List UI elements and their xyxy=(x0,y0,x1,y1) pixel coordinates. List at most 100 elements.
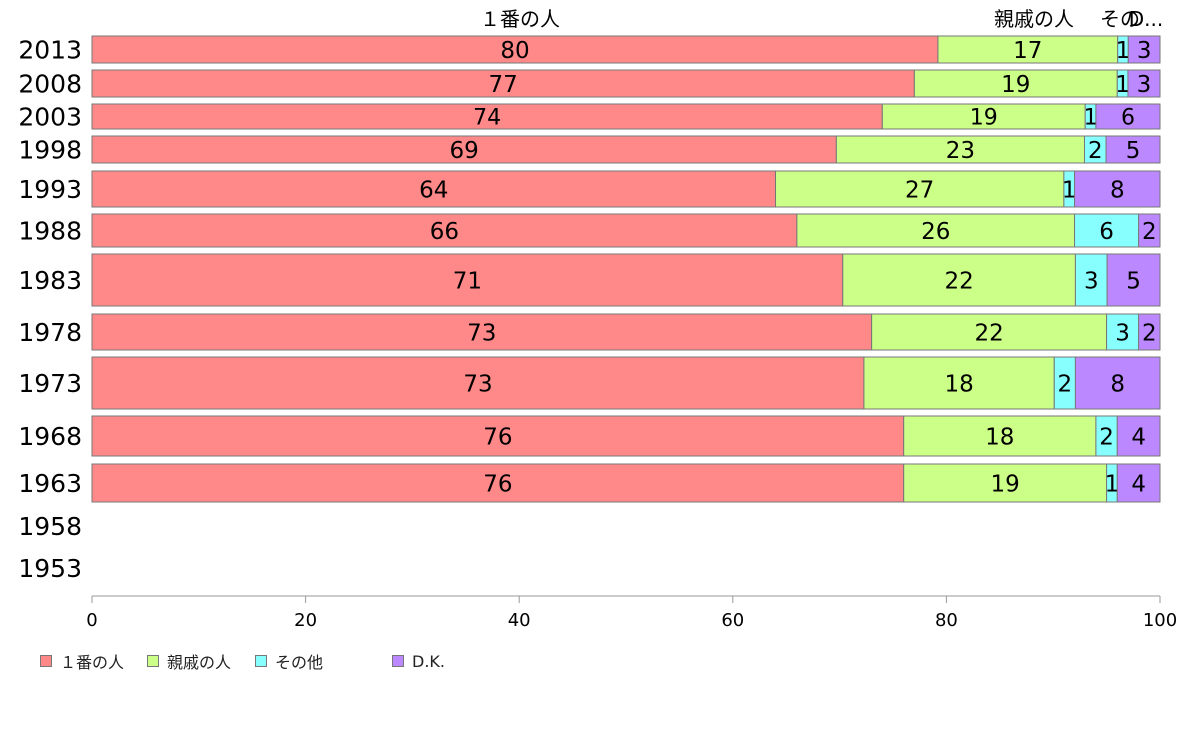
top-label-2: 親戚の人 xyxy=(994,7,1074,31)
bar-1963-s4 xyxy=(1116,463,1161,503)
x-tick-label-0: 0 xyxy=(86,610,97,631)
bar-1973-s2 xyxy=(863,356,1055,410)
data-label-1973-s1: 73 xyxy=(463,371,492,397)
top-label-4: D... xyxy=(1129,7,1163,31)
legend-swatch-4 xyxy=(392,655,404,667)
data-label-1993-s4: 8 xyxy=(1110,177,1125,203)
bar-1998-s2 xyxy=(835,135,1085,164)
data-label-1968-s2: 18 xyxy=(985,424,1014,450)
data-label-1973-s3: 2 xyxy=(1058,371,1073,397)
data-label-2003-s1: 74 xyxy=(473,105,501,130)
data-label-1998-s1: 69 xyxy=(450,138,479,164)
bar-1968-s2 xyxy=(903,415,1097,457)
y-label-1973: 1973 xyxy=(18,369,82,398)
y-label-1978: 1978 xyxy=(18,318,82,347)
y-label-1968: 1968 xyxy=(18,422,82,451)
legend-swatch-3 xyxy=(255,655,267,667)
x-axis: 0 20 40 60 80 100 xyxy=(86,595,1177,631)
bar-2003-s4 xyxy=(1095,103,1161,130)
data-label-2008-s2: 19 xyxy=(1001,72,1030,98)
data-label-1978-s1: 73 xyxy=(467,320,496,346)
y-label-2003: 2003 xyxy=(18,103,82,132)
data-label-1983-s4: 5 xyxy=(1126,268,1141,294)
y-label-1958: 1958 xyxy=(18,512,82,541)
bar-2013-s2 xyxy=(937,35,1119,64)
bar-1993-s2 xyxy=(775,170,1065,208)
x-tick-label-80: 80 xyxy=(935,610,958,631)
x-tick-label-100: 100 xyxy=(1143,610,1177,631)
data-label-1983-s2: 22 xyxy=(944,268,973,294)
bar-2003-s2 xyxy=(881,103,1086,130)
data-label-2013-s1: 80 xyxy=(500,38,529,64)
data-label-1993-s3: 1 xyxy=(1062,177,1077,203)
data-label-1993-s2: 27 xyxy=(905,177,934,203)
legend-label-2: 親戚の人 xyxy=(167,653,232,672)
top-label-3: その xyxy=(1100,7,1140,31)
bar-1978-s1 xyxy=(91,313,873,351)
data-label-2003-s3: 1 xyxy=(1084,105,1098,130)
bar-1978-s4 xyxy=(1138,313,1161,351)
y-axis-labels: 2013 2008 2003 1998 1993 1988 1983 1978 1973 1968… xyxy=(18,36,82,584)
legend-item-2: 親戚の人 xyxy=(147,649,255,673)
legend-label-1: １番の人 xyxy=(60,653,125,672)
bar-1998-s1 xyxy=(91,135,837,164)
bar-2003-s1 xyxy=(91,103,883,130)
bar-1983-s4 xyxy=(1106,253,1161,307)
y-label-2013: 2013 xyxy=(18,36,82,65)
bar-1993-s4 xyxy=(1074,170,1161,208)
bar-1988-s1 xyxy=(91,213,798,248)
data-label-1963-s4: 4 xyxy=(1131,471,1146,497)
data-label-2008-s4: 3 xyxy=(1137,72,1152,98)
top-label-1: １番の人 xyxy=(480,7,560,31)
data-label-1968-s3: 2 xyxy=(1099,424,1114,450)
bar-1988-s3 xyxy=(1074,213,1140,248)
data-label-1963-s2: 19 xyxy=(990,471,1019,497)
bar-1978-s2 xyxy=(871,313,1108,351)
bar-1993-s1 xyxy=(91,170,777,208)
y-label-2008: 2008 xyxy=(18,70,82,99)
data-label-1983-s3: 3 xyxy=(1084,268,1099,294)
bar-1973-s1 xyxy=(91,356,865,410)
data-label-1998-s2: 23 xyxy=(946,138,975,164)
bar-2013-s4 xyxy=(1127,35,1161,64)
data-label-1988-s2: 26 xyxy=(921,219,950,245)
legend-item-1: １番の人 xyxy=(40,649,147,673)
bar-2013-s1 xyxy=(91,35,939,64)
bar-1968-s1 xyxy=(91,415,905,457)
legend-label-3: その他 xyxy=(275,653,324,672)
data-label-2013-s4: 3 xyxy=(1137,38,1152,64)
x-tick-label-60: 60 xyxy=(721,610,744,631)
bar-1968-s4 xyxy=(1116,415,1161,457)
data-label-1978-s4: 2 xyxy=(1142,320,1157,346)
bar-1978-s3 xyxy=(1106,313,1140,351)
data-label-1968-s1: 76 xyxy=(483,424,512,450)
data-label-2008-s1: 77 xyxy=(489,72,518,98)
data-label-1983-s1: 71 xyxy=(453,268,482,294)
legend-swatch-1 xyxy=(40,655,52,667)
data-label-1998-s3: 2 xyxy=(1088,138,1103,164)
data-label-1988-s4: 2 xyxy=(1142,219,1157,245)
x-tick-label-40: 40 xyxy=(508,610,531,631)
legend-item-4: D.K. xyxy=(392,652,445,671)
bar-1973-s4 xyxy=(1074,356,1161,410)
data-label-1973-s4: 8 xyxy=(1110,371,1125,397)
legend: １番の人 親戚の人 その他 D.K. xyxy=(40,649,445,673)
bar-1988-s4 xyxy=(1138,213,1161,248)
y-label-1993: 1993 xyxy=(18,175,82,204)
bars: 80 17 1 377 19 1 374 19 1 669 23 2 564 27 1 866 26 6 271 22… xyxy=(91,35,1161,503)
legend-item-3: その他 xyxy=(255,649,392,673)
data-label-1993-s1: 64 xyxy=(419,177,448,203)
bar-2008-s2 xyxy=(913,69,1118,98)
data-label-1963-s3: 1 xyxy=(1105,471,1120,497)
data-label-1973-s2: 18 xyxy=(944,371,973,397)
data-label-1998-s4: 5 xyxy=(1126,138,1141,164)
bar-1983-s1 xyxy=(91,253,844,307)
data-label-1988-s3: 6 xyxy=(1099,219,1114,245)
data-label-2013-s3: 1 xyxy=(1116,38,1131,64)
y-label-1988: 1988 xyxy=(18,217,82,246)
data-label-1978-s2: 22 xyxy=(974,320,1003,346)
series-top-labels: １番の人 親戚の人 そのD... xyxy=(480,7,1163,31)
x-tick-label-20: 20 xyxy=(294,610,317,631)
y-label-1953: 1953 xyxy=(18,554,82,583)
